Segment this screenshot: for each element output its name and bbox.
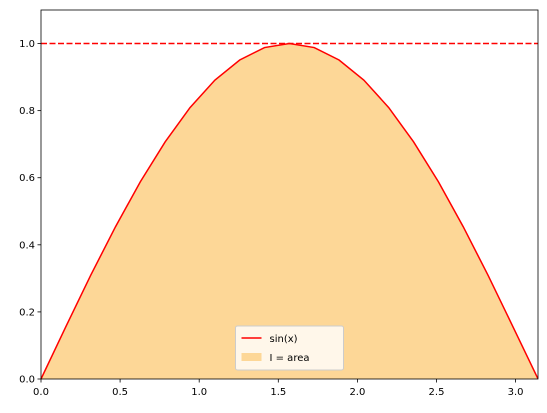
plot-frame [40,9,539,380]
y-tick-label: 1.0 [19,39,35,50]
x-tick-label: 2.0 [349,387,365,398]
area [41,43,538,380]
y-tick-label: 0.4 [19,240,35,251]
x-tick-label: 1.0 [191,387,207,398]
y-tick-label: 0.2 [19,307,35,318]
x-tick-label: 3.0 [508,387,524,398]
legend-box [235,325,344,371]
legend-label: I = area [270,353,310,364]
legend-label: sin(x) [270,334,298,345]
y-tick-label: 0.6 [19,173,35,184]
x-tick-label: 2.5 [429,387,445,398]
legend: sin(x) I = area [235,325,344,371]
x-tick-label: 1.5 [270,387,286,398]
y-tick-label: 0.0 [19,375,35,386]
y-tick-label: 0.8 [19,106,35,117]
x-tick-label: 0.0 [33,387,49,398]
legend-swatch [241,353,262,361]
x-tick-label: 0.5 [112,387,128,398]
